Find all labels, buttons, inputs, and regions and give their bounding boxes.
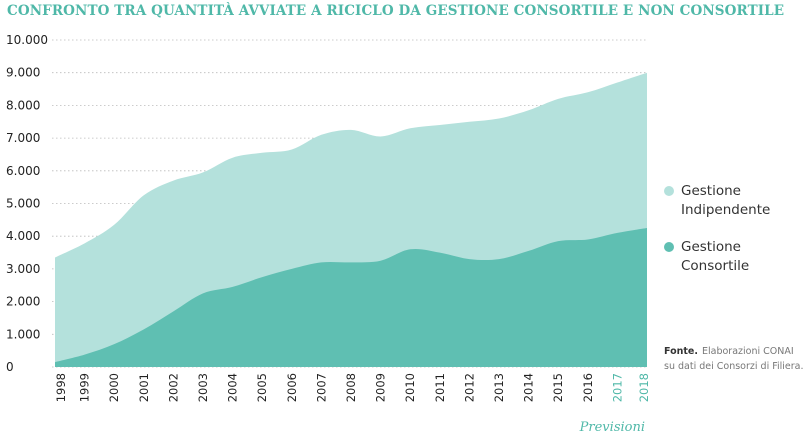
x-tick-label: 2002 <box>166 373 180 402</box>
legend-item-consortile: Gestione Consortile <box>664 238 791 276</box>
x-tick-label: 2018 <box>637 373 651 402</box>
y-tick-label: 7.000 <box>6 131 40 145</box>
x-tick-label: 2003 <box>196 373 210 402</box>
source-note: Fonte. Elaborazioni CONAI su dati dei Con… <box>664 344 806 374</box>
x-tick-label: 2011 <box>433 373 447 402</box>
legend-swatch-independent <box>664 186 674 196</box>
x-axis: 1998 1999 2000 2001 2002 2003 2004 2005 2006 2007… <box>54 373 651 402</box>
legend-item-independent: Gestione Indipendente <box>664 182 791 220</box>
y-tick-label: 9.000 <box>6 66 40 80</box>
x-tick-label: 2006 <box>285 373 299 402</box>
y-tick-label: 0 <box>6 360 14 374</box>
area-gestione-consortile <box>55 228 647 367</box>
forecast-label: Previsioni <box>579 420 645 435</box>
x-tick-label: 2005 <box>255 373 269 402</box>
x-tick-label: 1999 <box>78 373 92 402</box>
y-tick-label: 1.000 <box>6 327 40 341</box>
y-tick-label: 5.000 <box>6 197 40 211</box>
legend: Gestione Indipendente Gestione Consortil… <box>664 182 791 294</box>
x-tick-label: 2000 <box>107 373 121 402</box>
x-tick-label: 2004 <box>226 373 240 402</box>
source-label: Fonte. <box>664 346 698 357</box>
x-tick-label: 1998 <box>54 373 68 402</box>
x-tick-label: 2012 <box>462 373 476 402</box>
y-tick-label: 2.000 <box>6 295 40 309</box>
legend-swatch-consortile <box>664 242 674 252</box>
y-tick-label: 3.000 <box>6 262 40 276</box>
x-tick-label: 2015 <box>551 373 565 402</box>
y-tick-label: 6.000 <box>6 164 40 178</box>
x-tick-label: 2017 <box>610 373 624 402</box>
y-tick-label: 10.000 <box>6 33 48 47</box>
y-tick-label: 4.000 <box>6 229 40 243</box>
x-tick-label: 2001 <box>137 373 151 402</box>
x-tick-label: 2007 <box>314 373 328 402</box>
legend-label-consortile: Gestione Consortile <box>681 239 750 274</box>
x-tick-label: 2013 <box>492 373 506 402</box>
x-tick-label: 2008 <box>344 373 358 402</box>
source-text: Elaborazioni CONAI su dati dei Consorzi … <box>664 346 804 372</box>
chart-title: CONFRONTO TRA QUANTITÀ AVVIATE A RICICLO… <box>7 3 785 19</box>
area-layer <box>55 72 647 367</box>
legend-label-independent: Gestione Indipendente <box>681 183 771 218</box>
x-tick-label: 2010 <box>403 373 417 402</box>
x-tick-label: 2009 <box>374 373 388 402</box>
x-tick-label: 2014 <box>522 373 536 402</box>
y-axis: 0 1.000 2.000 3.000 4.000 5.000 6.000 7.000 8.00… <box>6 33 48 374</box>
y-tick-label: 8.000 <box>6 98 40 112</box>
x-tick-label: 2016 <box>581 373 595 402</box>
